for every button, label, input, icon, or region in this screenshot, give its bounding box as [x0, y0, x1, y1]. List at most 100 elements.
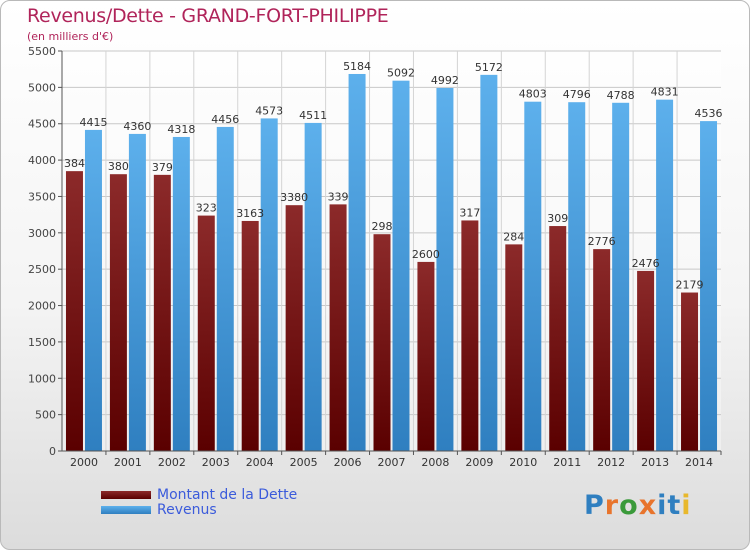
data-label-revenus: 4536 [695, 107, 723, 120]
data-label-dette: 2179 [676, 279, 704, 292]
x-tick-label: 2002 [158, 456, 186, 469]
x-tick-label: 2009 [465, 456, 493, 469]
bar-revenus [656, 99, 674, 452]
data-label-dette: 339 [328, 190, 349, 203]
bar-dette [461, 220, 479, 451]
bar-dette [329, 204, 347, 451]
data-label-revenus: 4796 [563, 88, 591, 101]
data-label-dette: 2476 [632, 257, 660, 270]
x-tick-label: 2000 [70, 456, 98, 469]
data-label-dette: 380 [108, 160, 129, 173]
legend-swatch-dette [101, 490, 151, 499]
chart-subtitle: (en milliers d'€) [27, 30, 114, 43]
data-label-revenus: 4831 [651, 86, 679, 99]
data-label-dette: 323 [196, 202, 217, 215]
legend-item-dette: Montant de la Dette [101, 486, 298, 503]
data-label-dette: 298 [372, 220, 393, 233]
data-label-revenus: 4456 [211, 113, 239, 126]
y-tick-label: 3500 [28, 190, 56, 203]
bar-revenus [348, 73, 366, 452]
bar-dette [241, 220, 259, 451]
data-label-revenus: 4415 [79, 116, 107, 129]
bar-dette [65, 171, 83, 452]
data-label-dette: 3163 [236, 207, 264, 220]
logo-letter: i [657, 490, 668, 521]
bar-revenus [524, 101, 542, 451]
x-tick-label: 2011 [553, 456, 581, 469]
logo-letter: r [604, 490, 620, 521]
y-tick-label: 2000 [28, 300, 56, 313]
y-tick-label: 2500 [28, 263, 56, 276]
data-label-revenus: 4788 [607, 89, 635, 102]
data-label-dette: 2600 [412, 248, 440, 261]
y-tick-label: 0 [49, 445, 56, 458]
x-tick-label: 2007 [378, 456, 406, 469]
y-tick-label: 3000 [28, 227, 56, 240]
data-label-dette: 317 [459, 206, 480, 219]
bar-dette [197, 215, 215, 451]
bar-dette [373, 234, 391, 451]
data-label-dette: 284 [503, 230, 524, 243]
plot-area [62, 51, 721, 451]
logo-letter: x [638, 490, 658, 521]
y-tick-label: 500 [35, 409, 56, 422]
x-tick-label: 2006 [334, 456, 362, 469]
logo-letter: o [619, 490, 639, 521]
data-label-revenus: 4318 [167, 123, 195, 136]
bar-dette [637, 270, 655, 451]
y-tick-label: 5500 [28, 45, 56, 58]
bar-revenus [172, 136, 190, 452]
y-tick-label: 4500 [28, 118, 56, 131]
data-label-revenus: 5184 [343, 60, 371, 73]
bar-revenus [480, 74, 498, 451]
data-label-revenus: 4803 [519, 88, 547, 101]
x-tick-label: 2008 [421, 456, 449, 469]
logo-letter: i [681, 490, 692, 521]
data-label-revenus: 4992 [431, 74, 459, 87]
bar-revenus [304, 122, 322, 451]
axes: 0 500 1000 1500 2000 2500 3000 3500 4000 4500 5000… [28, 45, 722, 469]
grid [62, 50, 721, 452]
legend-item-revenus: Revenus [101, 502, 297, 518]
logo-letter: P [584, 490, 605, 521]
bar-dette [285, 205, 303, 451]
data-label-dette: 3380 [280, 191, 308, 204]
bar-dette [109, 174, 127, 451]
y-tick-label: 4000 [28, 154, 56, 167]
data-label-dette: 379 [152, 161, 173, 174]
data-label-revenus: 5172 [475, 61, 503, 74]
data-labels: 384 4415 380 4360 379 4318 323 4456 3163 4573 3380… [64, 60, 723, 292]
bar-revenus [568, 102, 586, 451]
bar-revenus [260, 118, 278, 451]
x-tick-label: 2014 [685, 456, 713, 469]
bar-revenus [392, 80, 410, 451]
bar-revenus [612, 102, 630, 452]
y-tick-label: 1000 [28, 372, 56, 385]
data-label-revenus: 4573 [255, 104, 283, 117]
data-label-dette: 2776 [588, 235, 616, 248]
x-tick-label: 2003 [202, 456, 230, 469]
bar-revenus [84, 129, 102, 451]
bar-dette [417, 261, 435, 451]
logo-letter: t [667, 490, 682, 521]
bar-revenus [128, 133, 146, 451]
legend-label-dette: Montant de la Dette [157, 486, 298, 503]
y-tick-label: 1500 [28, 336, 56, 349]
chart-title: Revenus/Dette - GRAND-FORT-PHILIPPE [27, 5, 389, 27]
bar-dette [549, 226, 567, 451]
data-label-revenus: 5092 [387, 67, 415, 80]
x-tick-label: 2012 [597, 456, 625, 469]
bar-dette [681, 292, 699, 451]
bar-dette [593, 249, 611, 451]
x-tick-label: 2004 [246, 456, 274, 469]
proxiti-logo: Proxiti [584, 490, 692, 521]
data-label-revenus: 4360 [123, 120, 151, 133]
legend-swatch-revenus [101, 505, 151, 514]
y-tick-label: 5000 [28, 81, 56, 94]
x-tick-label: 2013 [641, 456, 669, 469]
data-label-dette: 384 [64, 157, 85, 170]
x-tick-label: 2005 [290, 456, 318, 469]
bar-dette [505, 244, 523, 451]
